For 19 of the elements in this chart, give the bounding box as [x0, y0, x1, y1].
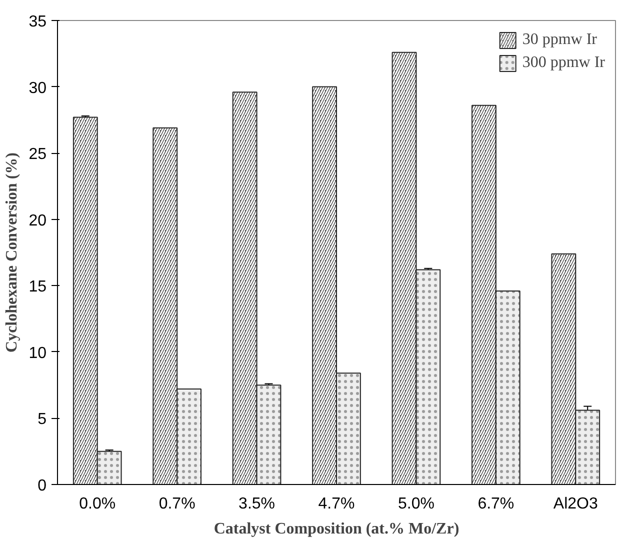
x-tick-label: 5.0% [398, 496, 434, 512]
y-tick-label: 10 [28, 344, 47, 362]
x-axis-title: Catalyst Composition (at.% Mo/Zr) [214, 520, 460, 538]
y-tick-label: 25 [28, 146, 47, 164]
legend-label: 30 ppmw Ir [522, 31, 597, 49]
y-tick-label: 20 [28, 212, 47, 230]
x-tick-label: Al2O3 [553, 496, 598, 512]
x-tick-label: 4.7% [318, 496, 355, 512]
y-tick-label: 30 [28, 80, 47, 97]
x-tick-label: 6.7% [478, 496, 514, 512]
y-tick-label: 0 [38, 478, 47, 494]
y-axis-title: Cyclohexane Conversion (%) [4, 152, 21, 352]
y-tick-label: 15 [28, 278, 47, 296]
y-tick-label: 5 [38, 411, 47, 428]
x-tick-label: 0.0% [79, 496, 116, 512]
y-tick-label: 35 [28, 14, 47, 30]
x-tick-label: 0.7% [158, 496, 196, 512]
legend-label: 300 ppmw Ir [522, 54, 605, 72]
x-tick-label: 3.5% [238, 496, 276, 512]
